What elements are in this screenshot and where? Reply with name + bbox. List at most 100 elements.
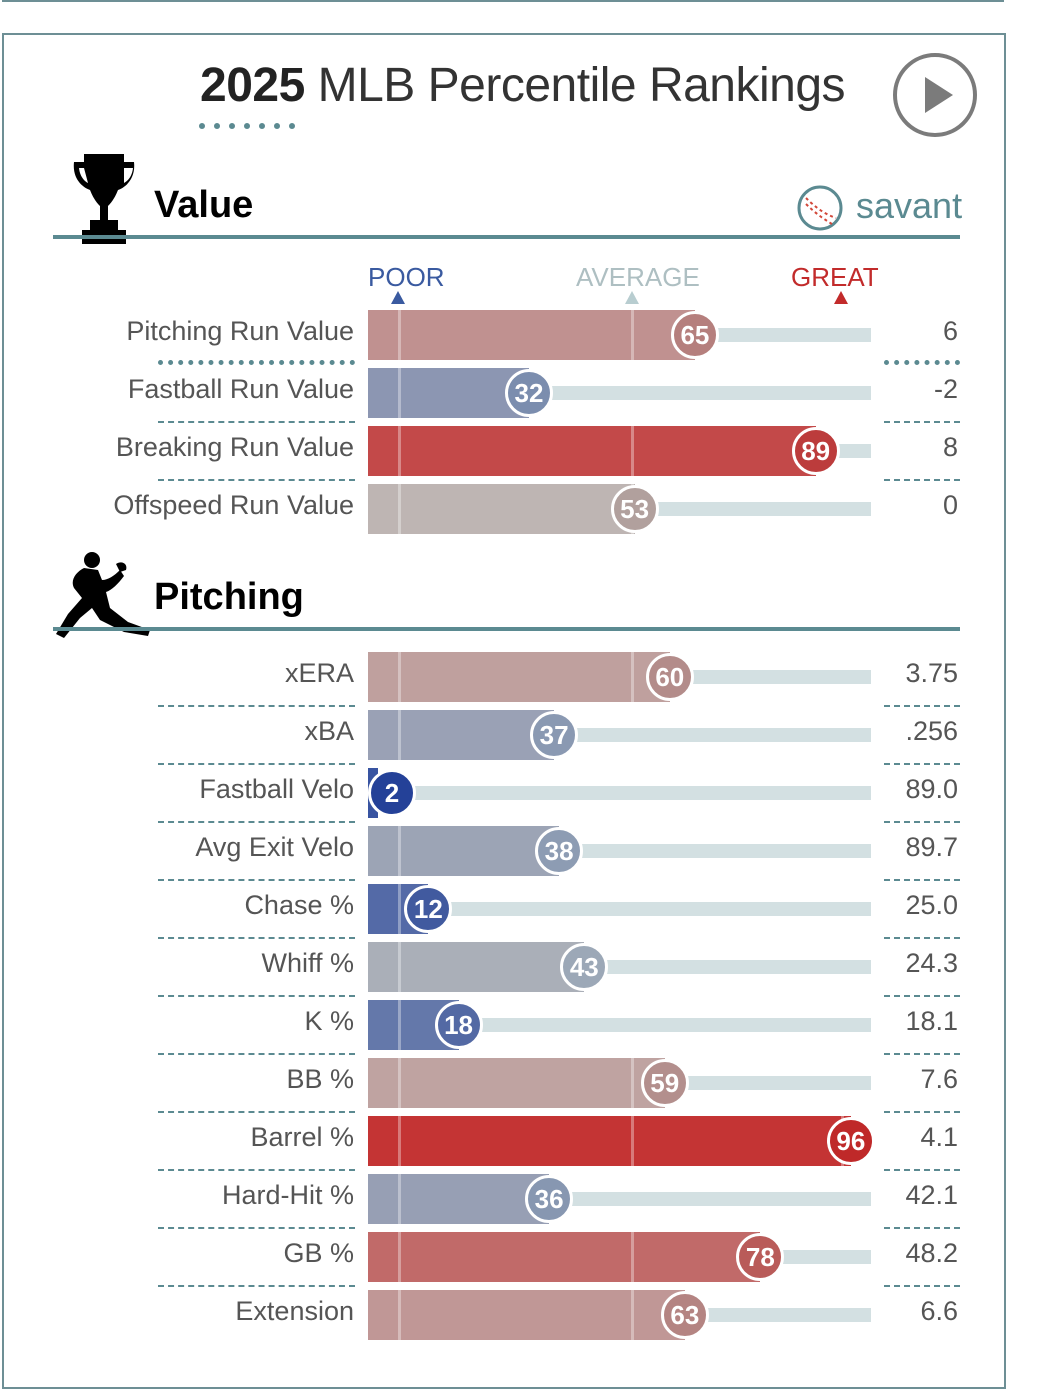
trophy-icon [73, 154, 135, 244]
scale-gridline [398, 484, 401, 534]
scale-gridline [631, 1058, 634, 1108]
metric-value: 24.3 [905, 948, 958, 978]
scale-poor-label: POOR [368, 262, 445, 292]
row-separator [158, 479, 355, 481]
pitcher-icon [56, 552, 150, 638]
scale-gridline [631, 1116, 634, 1166]
row-separator [158, 1285, 355, 1287]
row-separator [884, 421, 960, 423]
play-icon[interactable] [893, 53, 977, 137]
scale-gridline [398, 1058, 401, 1108]
scale-great-arrow [834, 291, 848, 304]
row-separator [158, 1227, 355, 1229]
metric-label: Hard-Hit % [221, 1180, 354, 1210]
row-separator [158, 879, 355, 881]
metric-value: .256 [905, 716, 958, 746]
metric-row: Breaking Run Value 89 8 [0, 426, 1044, 476]
scale-gridline [398, 1290, 401, 1340]
page-title: 2025 MLB Percentile Rankings [200, 58, 846, 118]
row-separator [884, 705, 960, 707]
metric-value: 4.1 [920, 1122, 958, 1152]
metric-value: 6 [942, 316, 958, 346]
metric-label: Extension [235, 1296, 354, 1326]
percentile-bubble: 60 [645, 653, 694, 701]
percentile-bar [368, 484, 635, 534]
value-section-rule [53, 235, 960, 239]
metric-value: 7.6 [920, 1064, 958, 1094]
metric-label: Avg Exit Velo [195, 832, 354, 862]
metric-label: Fastball Run Value [127, 374, 354, 404]
metric-label: K % [304, 1006, 354, 1036]
metric-value: 0 [942, 490, 958, 520]
percentile-bubble: 89 [791, 427, 840, 475]
bar-track [368, 1018, 871, 1032]
metric-row: K % 18 18.1 [0, 1000, 1044, 1050]
percentile-bubble: 36 [525, 1175, 574, 1223]
percentile-bar [368, 1116, 851, 1166]
metric-row: Hard-Hit % 36 42.1 [0, 1174, 1044, 1224]
scale-gridline [398, 652, 401, 702]
percentile-bar [368, 826, 560, 876]
metric-value: 6.6 [920, 1296, 958, 1326]
row-separator [158, 763, 355, 765]
row-separator [158, 937, 355, 939]
percentile-bar [368, 942, 585, 992]
row-separator [884, 479, 960, 481]
percentile-card [2, 33, 1006, 1389]
metric-row: Avg Exit Velo 38 89.7 [0, 826, 1044, 876]
metric-value: 8 [942, 432, 958, 462]
metric-label: xERA [284, 658, 354, 688]
row-separator [158, 1111, 355, 1113]
percentile-bubble: 53 [610, 485, 659, 533]
bar-track [368, 786, 871, 800]
metric-label: Fastball Velo [199, 774, 354, 804]
metric-label: Chase % [244, 890, 354, 920]
metric-value: 18.1 [905, 1006, 958, 1036]
scale-great-label: GREAT [791, 262, 879, 292]
metric-label: Pitching Run Value [126, 316, 354, 346]
percentile-bar [368, 1058, 665, 1108]
pitching-section-rule [53, 627, 960, 631]
previous-card-edge [2, 0, 1004, 2]
row-separator [158, 821, 355, 823]
row-separator [884, 763, 960, 765]
metric-row: xERA 60 3.75 [0, 652, 1044, 702]
metric-row: Offspeed Run Value 53 0 [0, 484, 1044, 534]
percentile-bubble: 18 [434, 1001, 483, 1049]
percentile-bubble: 59 [640, 1059, 689, 1107]
savant-brand: savant [856, 185, 963, 226]
metric-value: -2 [933, 374, 958, 404]
metric-row: Fastball Run Value 32 -2 [0, 368, 1044, 418]
percentile-bar [368, 310, 695, 360]
row-separator [884, 1111, 960, 1113]
row-separator [884, 1227, 960, 1229]
title-year: 2025 [200, 59, 305, 112]
scale-gridline [398, 710, 401, 760]
row-separator [884, 360, 960, 365]
row-separator [884, 821, 960, 823]
percentile-bubble: 2 [368, 769, 416, 817]
percentile-bar [368, 1174, 550, 1224]
percentile-bubble: 65 [670, 311, 719, 359]
metric-value: 48.2 [905, 1238, 958, 1268]
scale-gridline [398, 310, 401, 360]
row-separator [884, 1169, 960, 1171]
metric-row: GB % 78 48.2 [0, 1232, 1044, 1282]
percentile-bar [368, 426, 816, 476]
metric-value: 42.1 [905, 1180, 958, 1210]
section-title-pitching: Pitching [154, 576, 304, 618]
scale-gridline [398, 1000, 401, 1050]
percentile-bar [368, 710, 555, 760]
metric-label: Whiff % [261, 948, 354, 978]
bar-track [368, 902, 871, 916]
metric-row: Barrel % 96 4.1 [0, 1116, 1044, 1166]
scale-gridline [398, 1232, 401, 1282]
percentile-bubble: 96 [826, 1117, 875, 1165]
percentile-bubble: 43 [560, 943, 609, 991]
metric-row: BB % 59 7.6 [0, 1058, 1044, 1108]
percentile-bubble: 12 [404, 885, 453, 933]
scale-gridline [398, 884, 401, 934]
percentile-bar [368, 368, 529, 418]
scale-average-arrow [625, 291, 639, 304]
